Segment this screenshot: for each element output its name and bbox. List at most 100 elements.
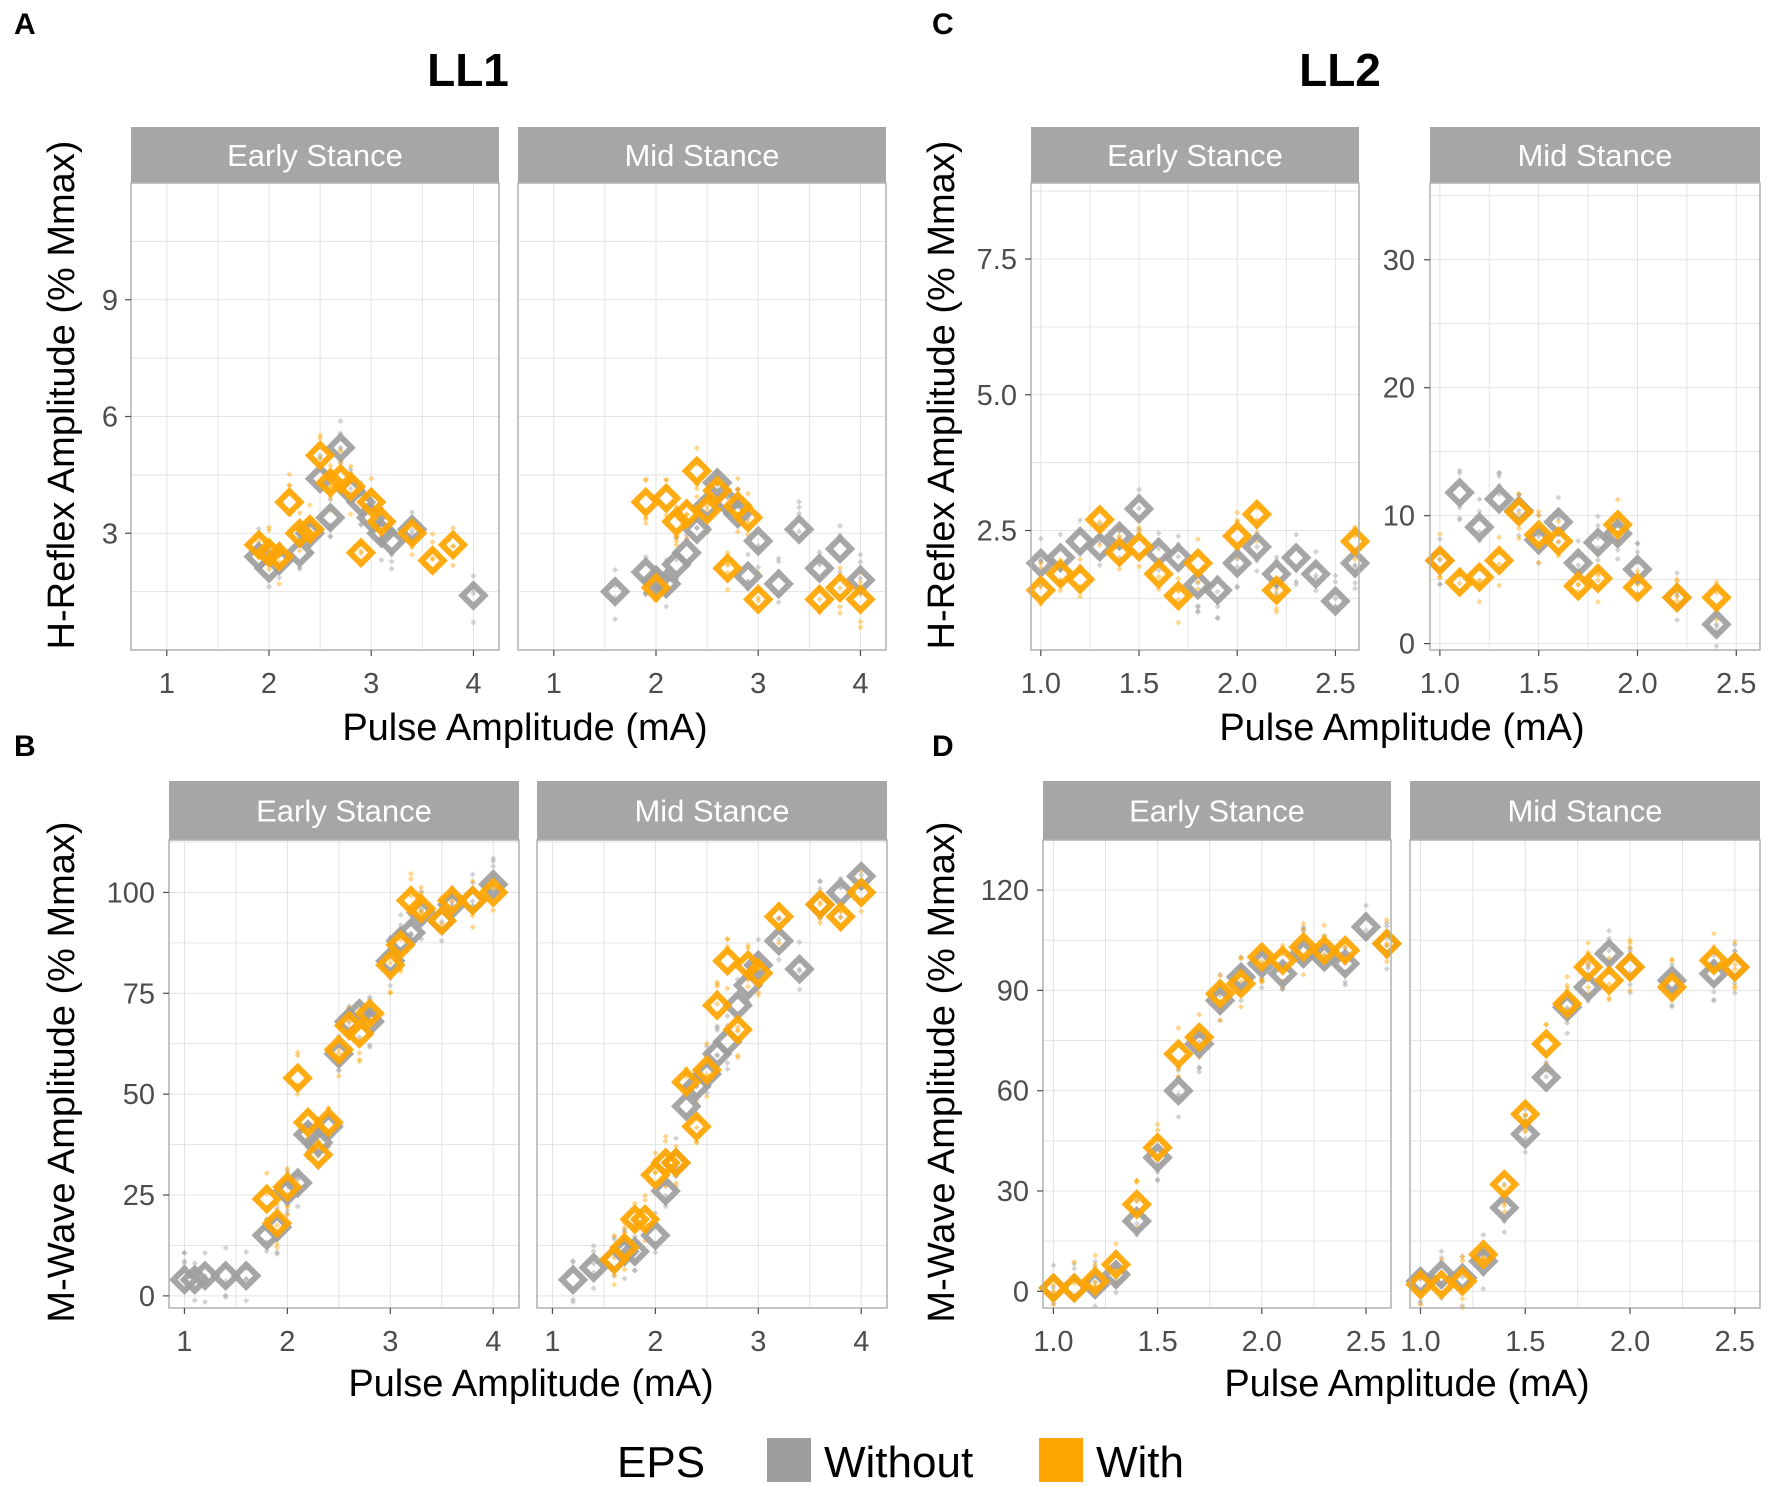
trial-point-without [775, 915, 782, 922]
trial-point-with [317, 435, 324, 442]
trial-point-without [366, 994, 373, 1001]
strip-d-mid [1410, 781, 1760, 840]
trial-point-without [1293, 578, 1300, 585]
mean-point-with [323, 1034, 355, 1066]
trial-point-with [621, 1224, 628, 1231]
trial-point-with [284, 1165, 291, 1172]
trial-point-with [1627, 936, 1634, 943]
mean-point-without [1572, 971, 1604, 1003]
trial-point-without [857, 551, 864, 558]
mean-point-without [1489, 1192, 1520, 1223]
trial-point-without [1155, 530, 1162, 537]
mean-point-with [1225, 968, 1257, 999]
x-tick-label: 2.0 [1242, 1326, 1282, 1358]
trial-point-without [1293, 581, 1300, 588]
trial-point-with [1136, 528, 1143, 535]
trial-point-with [1535, 508, 1542, 515]
mean-point-without [599, 576, 631, 607]
trial-point-without [1300, 928, 1307, 935]
mean-point-with [712, 553, 743, 584]
trial-point-with [1237, 1003, 1244, 1010]
trial-point-without [796, 986, 803, 993]
trial-point-without [1273, 554, 1280, 561]
x-tick-label: 2.0 [1610, 1326, 1650, 1358]
trial-point-without [274, 1250, 281, 1257]
mean-point-with [1339, 526, 1371, 557]
trial-point-with [1154, 1121, 1161, 1128]
mean-point-without [1464, 511, 1495, 543]
trial-point-with [296, 547, 303, 554]
x-tick-label: 1 [546, 668, 562, 700]
mean-point-without [619, 1236, 651, 1267]
trial-point-with [1634, 568, 1641, 575]
trial-point-without [1674, 592, 1681, 599]
trial-point-with [1217, 972, 1224, 979]
trial-point-without [1555, 538, 1562, 545]
mean-point-with [1121, 1189, 1153, 1220]
trial-point-with [693, 1124, 700, 1131]
x-tick-label: 1.0 [1420, 668, 1460, 700]
strip-label-a-mid: Mid Stance [624, 138, 779, 173]
trial-point-without [570, 1257, 577, 1264]
mean-point-with [284, 518, 315, 549]
trial-point-with [358, 548, 364, 555]
trial-point-with [745, 490, 751, 497]
trial-point-without [662, 1203, 669, 1210]
strip-c-early [1031, 127, 1359, 183]
trial-point-with [724, 586, 731, 593]
mean-point-with [824, 572, 856, 603]
trial-point-with [286, 482, 293, 489]
trial-point-with [1300, 920, 1307, 927]
mean-point-with [1551, 988, 1583, 1020]
trial-point-without [1214, 614, 1221, 621]
trial-point-without [1279, 986, 1286, 993]
trial-point-with [673, 537, 680, 544]
mean-point-with [1510, 1098, 1541, 1130]
strip-label-b-mid: Mid Stance [634, 794, 789, 829]
x-axis-title-a: Pulse Amplitude (mA) [342, 707, 707, 749]
trial-point-without [611, 1236, 618, 1243]
trial-point-without [1713, 643, 1720, 650]
mean-point-with [1719, 951, 1751, 983]
trial-point-without [734, 486, 741, 493]
x-tick-label: 1.5 [1505, 1326, 1545, 1358]
panel-border-b-early [168, 839, 520, 1309]
trial-point-with [1496, 582, 1503, 589]
trial-point-without [1352, 563, 1359, 570]
mean-point-with [845, 584, 876, 615]
mean-point-with [355, 486, 387, 518]
mean-point-with [650, 482, 682, 514]
mean-point-without [1582, 527, 1614, 558]
mean-point-without [1280, 542, 1312, 573]
trial-point-with [734, 486, 741, 493]
trial-point-with [1575, 581, 1582, 588]
trial-point-without [1417, 1298, 1424, 1305]
trial-point-with [347, 463, 354, 470]
trial-point-without [1136, 526, 1143, 533]
trial-point-with [1710, 930, 1717, 937]
trial-point-with [724, 985, 731, 992]
mean-point-without [763, 925, 795, 957]
trial-point-with [673, 533, 680, 540]
trial-point-without [1196, 1064, 1203, 1071]
trial-point-without [469, 879, 476, 886]
trial-point-without [1731, 948, 1738, 955]
trial-point-without [327, 533, 334, 540]
trial-point-with [356, 1058, 363, 1065]
trial-point-without [1383, 942, 1390, 949]
trial-point-with [1133, 1177, 1140, 1184]
trial-point-without [470, 619, 477, 626]
trial-point-with [621, 1266, 628, 1273]
trial-point-without [714, 1024, 721, 1031]
trial-point-with [1050, 1288, 1057, 1295]
trial-point-with [1136, 563, 1143, 570]
trial-point-without [775, 915, 782, 922]
trial-point-with [1713, 579, 1720, 586]
trial-point-with [1674, 597, 1681, 604]
legend: EPS Without With [617, 1438, 1184, 1486]
trial-point-without [1634, 548, 1641, 555]
trial-point-without [1175, 1091, 1182, 1098]
trial-point-without [1456, 467, 1463, 474]
trial-point-without [1332, 595, 1339, 602]
mean-point-without [1329, 948, 1361, 979]
